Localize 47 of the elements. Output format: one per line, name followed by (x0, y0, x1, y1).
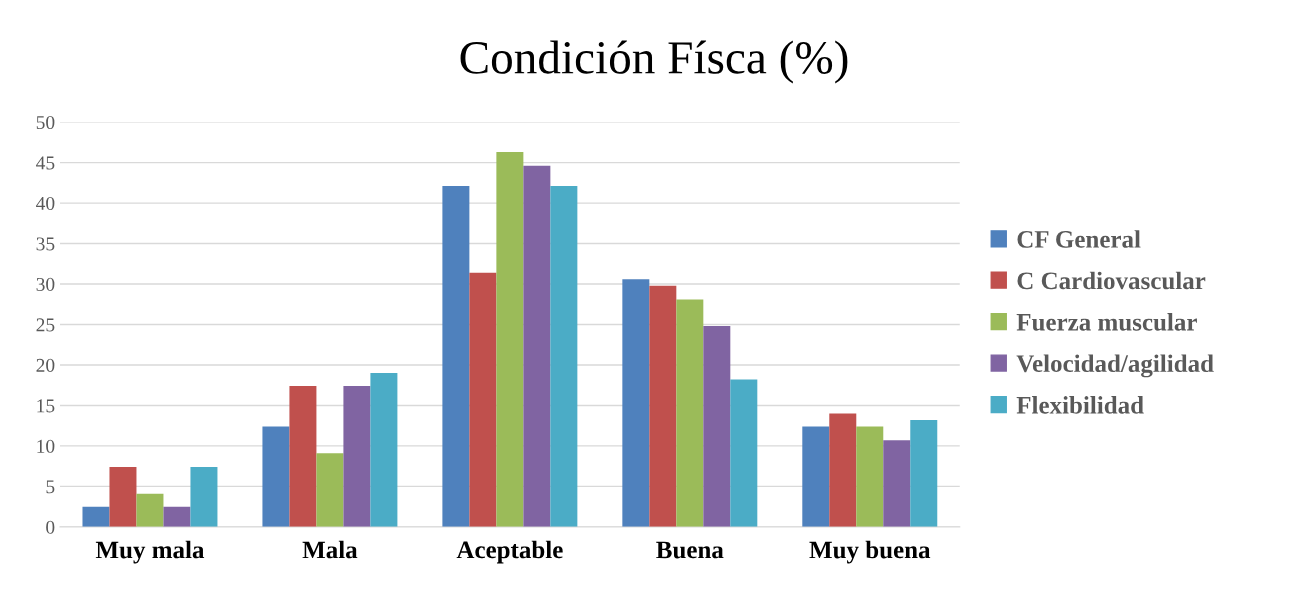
bar (370, 373, 398, 527)
y-tick-label: 0 (46, 520, 55, 534)
bar (289, 386, 317, 527)
bar (469, 272, 497, 527)
bar (190, 466, 218, 527)
bar (82, 506, 110, 527)
y-tick-label: 25 (36, 318, 55, 332)
y-tick-label: 35 (36, 237, 55, 251)
bar (856, 426, 884, 527)
x-tick-label: Mala (302, 540, 358, 559)
chart-title: Condición Físca (%) (460, 40, 848, 84)
bar (523, 165, 551, 527)
bar (802, 426, 830, 527)
x-tick-label: Muy buena (809, 540, 931, 564)
bar (136, 493, 164, 527)
bar (262, 426, 290, 527)
legend-label: CF General (1017, 230, 1141, 248)
bar (730, 379, 758, 527)
bar (442, 186, 470, 527)
bar (163, 506, 191, 527)
bar (316, 453, 344, 527)
y-tick-label: 40 (36, 196, 55, 211)
bar (703, 326, 731, 527)
bar (883, 440, 911, 527)
y-tick-label: 10 (37, 439, 55, 453)
y-tick-label: 50 (36, 115, 55, 130)
bar (550, 186, 578, 527)
y-tick-label: 15 (37, 399, 55, 413)
x-tick-label: Buena (656, 541, 724, 559)
x-tick-label: Aceptable (456, 540, 563, 564)
y-tick-label: 20 (36, 358, 55, 372)
x-tick-label: Muy mala (95, 540, 205, 564)
y-tick-label: 5 (46, 480, 55, 494)
legend-label: Fuerza muscular (1016, 313, 1197, 331)
y-tick-label: 30 (36, 277, 55, 291)
legend-label: Flexibilidad (1016, 396, 1144, 414)
y-tick-label: 45 (36, 156, 55, 170)
bar (343, 386, 371, 527)
bar (622, 279, 650, 527)
bar (910, 420, 938, 527)
legend-label: C Cardiovascular (1017, 271, 1206, 290)
bar (829, 413, 857, 527)
bar (649, 285, 677, 527)
bar (676, 299, 704, 527)
bar (109, 466, 137, 527)
legend-label: Velocidad/agilidad (1016, 354, 1214, 378)
bar (496, 152, 524, 527)
